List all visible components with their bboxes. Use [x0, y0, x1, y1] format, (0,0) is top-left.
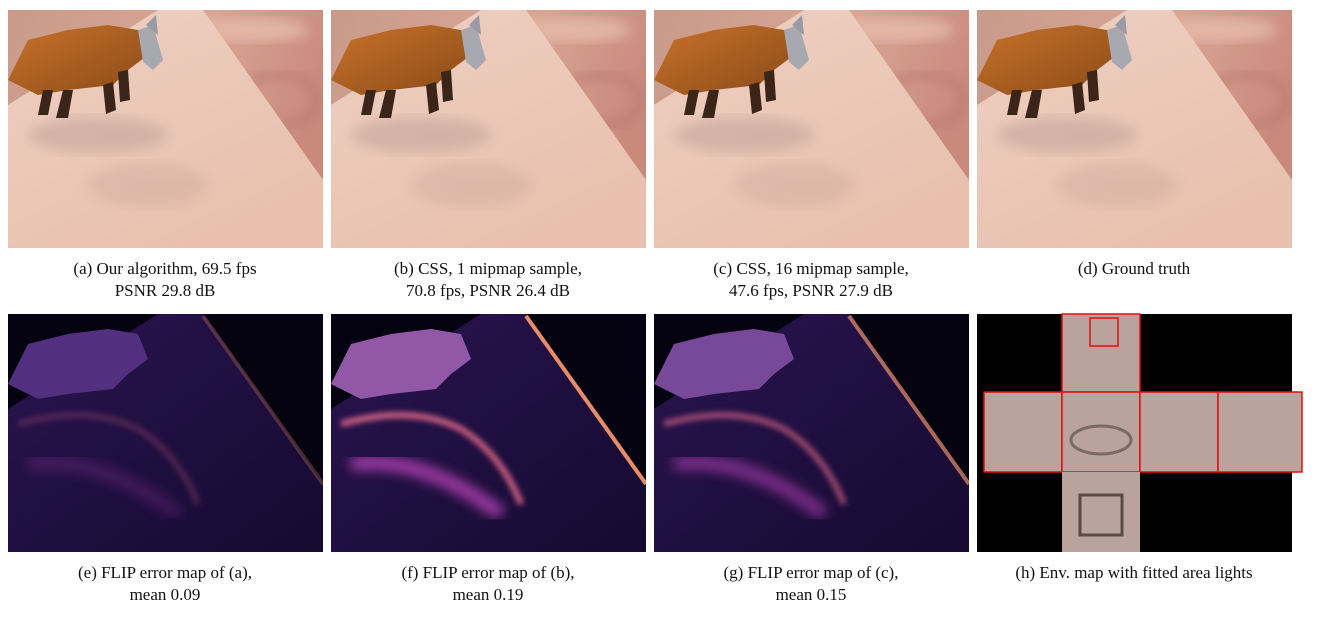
caption: mean 0.15 — [776, 585, 847, 604]
caption: 70.8 fps, PSNR 26.4 dB — [406, 281, 570, 300]
caption: (b) CSS, 1 mipmap sample, — [394, 259, 582, 278]
image-e — [8, 314, 323, 552]
image-h — [977, 314, 1302, 552]
caption: 47.6 fps, PSNR 27.9 dB — [729, 281, 893, 300]
caption: (a) Our algorithm, 69.5 fps — [73, 259, 256, 278]
caption: (d) Ground truth — [1078, 259, 1191, 278]
caption: mean 0.09 — [130, 585, 201, 604]
caption: (h) Env. map with fitted area lights — [1015, 563, 1252, 582]
page: {"panels": [ {"caption": ["(a) Our algor… — [0, 0, 1321, 615]
caption: mean 0.19 — [453, 585, 524, 604]
image-b — [331, 10, 646, 248]
caption: (g) FLIP error map of (c), — [724, 563, 899, 582]
figure: (a) Our algorithm, 69.5 fps PSNR 29.8 dB (… — [0, 0, 1321, 615]
caption: (f) FLIP error map of (b), — [401, 563, 574, 582]
caption: (e) FLIP error map of (a), — [78, 563, 252, 582]
caption: PSNR 29.8 dB — [115, 281, 216, 300]
image-a — [8, 10, 323, 248]
image-d — [977, 10, 1292, 248]
image-f — [331, 314, 646, 552]
image-c — [654, 10, 969, 248]
caption: (c) CSS, 16 mipmap sample, — [713, 259, 908, 278]
image-g — [654, 314, 969, 552]
